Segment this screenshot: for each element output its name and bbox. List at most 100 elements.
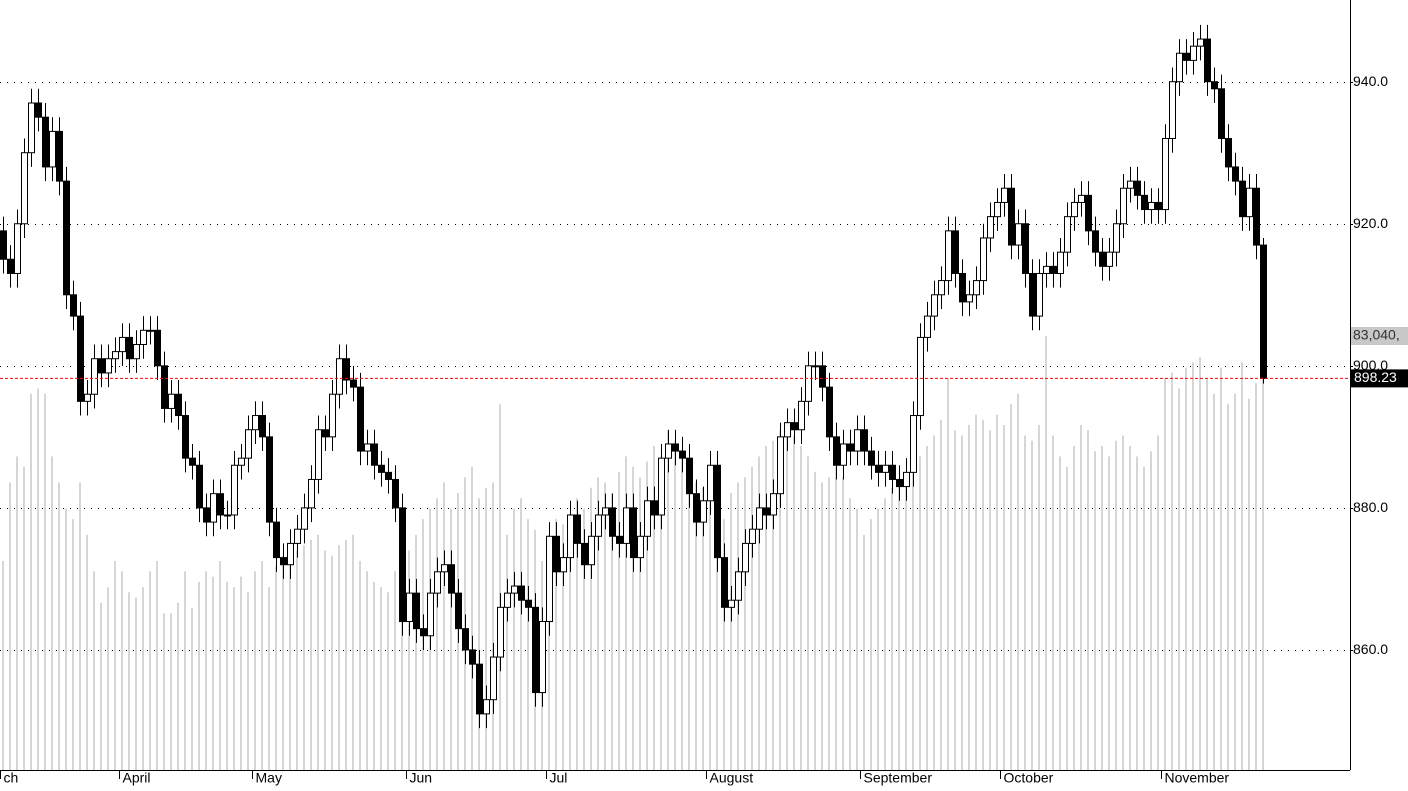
- x-tick-label: Jul: [550, 770, 568, 786]
- candle-body: [119, 336, 126, 353]
- candle-body: [924, 315, 931, 338]
- candle-body: [287, 542, 294, 566]
- candle-body: [1078, 194, 1085, 203]
- candle-body: [406, 592, 413, 623]
- candle-body: [833, 436, 840, 466]
- candle-body: [70, 294, 77, 317]
- candle-body: [98, 358, 105, 374]
- candle-body: [217, 493, 224, 516]
- candle-body: [399, 507, 406, 623]
- candle-body: [616, 535, 623, 544]
- candle-body: [1001, 187, 1008, 203]
- candle-body: [1057, 251, 1064, 274]
- candle-body: [1092, 230, 1099, 253]
- candle-body: [1071, 201, 1078, 218]
- candle-body: [301, 507, 308, 530]
- candle-body: [952, 230, 959, 274]
- candle-body: [1015, 223, 1022, 246]
- candle-body: [462, 628, 469, 651]
- candle-body: [413, 592, 420, 630]
- candle-body: [483, 699, 490, 715]
- candle-body: [343, 358, 350, 381]
- candle-body: [245, 429, 252, 459]
- candle-body: [420, 628, 427, 637]
- candle-body: [903, 471, 910, 488]
- candle-body: [812, 365, 819, 368]
- x-tick-label: November: [1165, 770, 1230, 786]
- candle-body: [560, 557, 567, 573]
- candle-body: [728, 599, 735, 608]
- last-price-label: 898.23: [1354, 369, 1397, 385]
- candle-body: [567, 514, 574, 559]
- candle-body: [469, 649, 476, 665]
- candle-body: [602, 507, 609, 516]
- candle-body: [364, 443, 371, 452]
- x-tick-label: April: [123, 770, 151, 786]
- candle-body: [588, 535, 595, 566]
- candle-body: [700, 500, 707, 523]
- candle-body: [938, 280, 945, 296]
- candle-body: [371, 443, 378, 466]
- x-tick-label: August: [710, 770, 754, 786]
- candle-body: [1197, 38, 1204, 47]
- candle-body: [994, 201, 1001, 218]
- candle-body: [1176, 52, 1183, 83]
- candle-body: [805, 365, 812, 402]
- candle-body: [63, 180, 70, 296]
- candle-body: [322, 429, 329, 438]
- candle-body: [336, 358, 343, 395]
- candle-body: [665, 443, 672, 459]
- candle-body: [231, 464, 238, 516]
- candle-body: [308, 478, 315, 509]
- candle-body: [637, 535, 644, 559]
- x-tick-label: May: [256, 770, 282, 786]
- x-tick-label: September: [864, 770, 933, 786]
- candle-body: [931, 294, 938, 317]
- candle-body: [784, 422, 791, 438]
- candle-body: [1064, 216, 1071, 253]
- candle-body: [581, 542, 588, 566]
- candle-body: [826, 386, 833, 438]
- x-tick-label: ch: [4, 770, 19, 786]
- candle-body: [1008, 187, 1015, 246]
- candle-body: [735, 571, 742, 601]
- candle-body: [1099, 251, 1106, 267]
- candle-body: [147, 329, 154, 332]
- candle-body: [1134, 180, 1141, 196]
- candle-body: [1043, 265, 1050, 274]
- candle-body: [1148, 201, 1155, 211]
- candle-body: [140, 329, 147, 346]
- candle-body: [686, 457, 693, 495]
- candle-body: [882, 464, 889, 473]
- candle-body: [252, 415, 259, 431]
- candle-body: [56, 130, 63, 182]
- candle-body: [112, 351, 119, 360]
- candle-body: [798, 400, 805, 431]
- candle-body: [14, 223, 21, 274]
- candle-body: [1246, 187, 1253, 218]
- candle-body: [126, 336, 133, 360]
- candle-body: [7, 258, 14, 274]
- candle-body: [623, 507, 630, 544]
- candle-body: [539, 621, 546, 694]
- candle-body: [273, 521, 280, 559]
- candle-body: [1050, 265, 1057, 274]
- candle-body: [609, 507, 616, 537]
- candle-body: [1169, 81, 1176, 140]
- candle-body: [707, 464, 714, 502]
- candle-body: [77, 315, 84, 402]
- candle-body: [133, 344, 140, 360]
- candle-body: [189, 457, 196, 466]
- candle-body: [175, 393, 182, 417]
- candle-body: [280, 557, 287, 566]
- candle-body: [980, 237, 987, 282]
- candle-body: [21, 152, 28, 225]
- candle-body: [511, 585, 518, 594]
- candle-body: [525, 599, 532, 608]
- y-tick-label: 900.0: [1353, 357, 1388, 373]
- candle-body: [84, 393, 91, 402]
- candle-body: [679, 450, 686, 459]
- candle-body: [553, 535, 560, 573]
- candle-body: [357, 386, 364, 452]
- candle-body: [868, 450, 875, 466]
